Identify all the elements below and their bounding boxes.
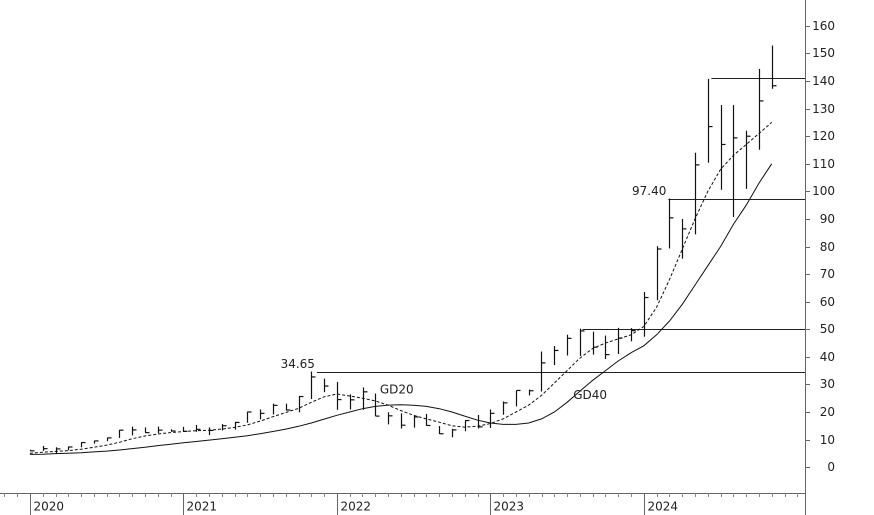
x-tick-label: 2024 [648,500,679,514]
y-tick-label: 150 [812,46,835,60]
y-tick-label: 100 [812,184,835,198]
y-tick-label: 60 [820,295,835,309]
y-tick-label: 130 [812,102,835,116]
x-tick-label: 2020 [34,500,65,514]
y-tick-label: 10 [820,433,835,447]
x-tick-label: 2022 [341,500,372,514]
y-tick-label: 40 [820,350,835,364]
x-tick-label: 2023 [494,500,525,514]
x-tick-label: 2021 [187,500,218,514]
y-tick-label: 140 [812,74,835,88]
average-label: GD40 [573,388,607,402]
y-tick-label: 160 [812,19,835,33]
y-tick-label: 110 [812,157,835,171]
y-tick-label: 0 [827,460,835,474]
y-tick-label: 50 [820,322,835,336]
y-tick-label: 70 [820,267,835,281]
average-label: GD20 [380,382,414,396]
level-label: 97.40 [632,184,666,198]
y-tick-label: 30 [820,377,835,391]
y-tick-label: 90 [820,212,835,226]
moving-average [29,122,773,454]
moving-average [29,163,773,455]
y-tick-label: 80 [820,240,835,254]
y-tick-label: 20 [820,405,835,419]
level-label: 34.65 [281,357,315,371]
y-tick-label: 120 [812,129,835,143]
